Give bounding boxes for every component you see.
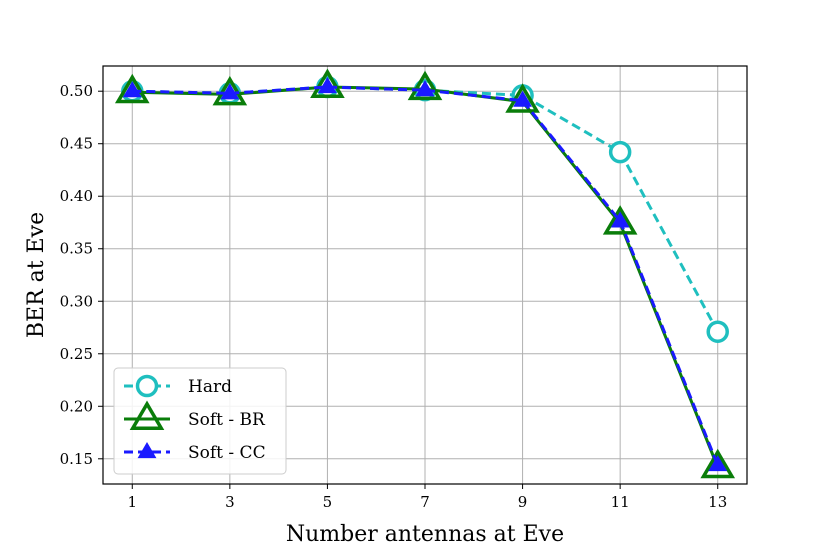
data-point-soft-br [114,73,150,104]
x-tick-label: 1 [127,493,137,511]
x-tick-label: 3 [225,493,235,511]
data-point-soft-cc [513,90,532,107]
data-point-soft-br [407,70,443,101]
data-point-soft-br [602,205,638,235]
data-point-soft-cc [122,81,142,98]
y-tick-label: 0.20 [60,397,93,415]
data-point-soft-br [310,68,345,99]
x-tick-label: 13 [708,493,727,511]
legend-marker-soft-cc [137,442,157,459]
y-axis-label: BER at Eve [24,212,49,338]
data-point-hard [706,320,729,343]
y-tick-label: 0.40 [60,187,93,205]
legend-label-hard: Hard [188,377,232,397]
data-point-soft-cc [610,211,630,228]
y-tick-label: 0.30 [60,292,93,310]
legend-label-soft-br: Soft - BR [188,410,266,430]
data-point-soft-br [700,448,736,479]
x-tick-label: 7 [420,493,430,511]
y-tick-label: 0.35 [60,240,93,258]
y-tick-label: 0.45 [60,135,93,153]
data-point-soft-cc [708,455,728,472]
data-point-hard [608,140,632,164]
data-point-soft-cc [415,80,435,97]
x-tick-label: 9 [518,493,528,511]
legend: Hard Soft - BR Soft - CC [113,367,287,475]
series-soft-cc [122,77,728,472]
x-tick-label: 5 [323,493,333,511]
data-point-soft-cc [220,83,240,100]
legend-marker-hard [135,374,159,398]
legend-box [113,367,287,475]
y-tick-label: 0.25 [60,345,93,363]
y-tick-label: 0.15 [60,450,93,468]
legend-marker-soft-br [129,400,165,431]
x-tick-label: 11 [611,493,630,511]
series-layer [114,68,736,479]
ticks: 1 3 5 7 9 11 130.150.200.250.300.350.400.450.5… [60,82,728,511]
x-axis-label: Number antennas at Eve [286,522,564,547]
data-point-soft-cc [318,77,337,94]
y-tick-label: 0.50 [60,82,93,100]
legend-label-soft-cc: Soft - CC [188,443,266,463]
